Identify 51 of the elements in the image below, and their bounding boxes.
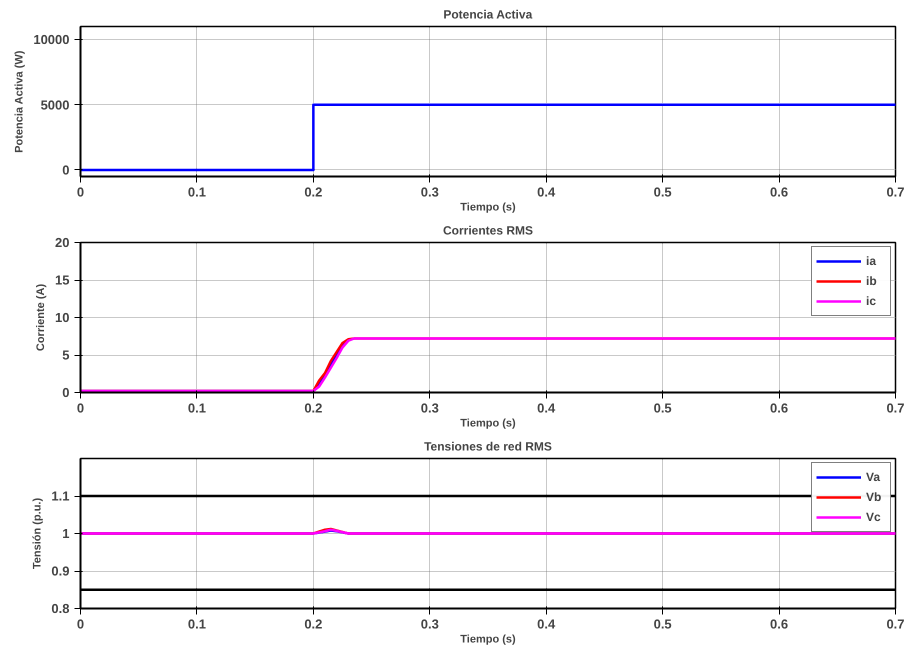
x-tick-label: 0.7 xyxy=(886,616,905,632)
x-tick-label: 0.1 xyxy=(188,616,206,632)
y-axis-title: Potencia Activa (W) xyxy=(13,50,26,153)
y-tick-label: 0 xyxy=(62,385,70,400)
y-axis-title: Corriente (A) xyxy=(35,284,48,352)
x-tick-label: 0.2 xyxy=(304,400,322,416)
chart-title: Corrientes RMS xyxy=(442,224,534,238)
x-axis-title: Tiempo (s) xyxy=(460,202,516,214)
legend-label: Vb xyxy=(866,490,882,504)
x-tick-label: 0.7 xyxy=(886,184,905,200)
x-tick-label: 0.2 xyxy=(304,184,322,200)
x-tick-label: 0.5 xyxy=(654,616,672,632)
x-tick-label: 0.2 xyxy=(304,616,322,632)
x-tick-label: 0.3 xyxy=(420,400,439,416)
x-tick-label: 0.4 xyxy=(537,184,556,200)
x-axis-title: Tiempo (s) xyxy=(460,634,516,646)
x-tick-label: 0.3 xyxy=(420,184,439,200)
y-tick-label: 0 xyxy=(62,162,70,178)
x-tick-label: 0.1 xyxy=(188,184,206,200)
y-tick-label: 1.1 xyxy=(51,488,70,504)
x-tick-label: 0.6 xyxy=(770,616,788,632)
y-tick-label: 5 xyxy=(62,348,70,362)
y-tick-label: 0.9 xyxy=(51,564,70,578)
legend-label: ic xyxy=(866,294,878,308)
y-axis-title: Tensión (p.u.) xyxy=(31,498,44,570)
x-tick-label: 0.3 xyxy=(420,616,439,632)
x-tick-label: 0.4 xyxy=(537,616,556,632)
y-tick-label: 10000 xyxy=(33,32,70,48)
x-tick-label: 0.6 xyxy=(770,400,788,416)
x-tick-label: 0.1 xyxy=(188,400,206,416)
x-tick-label: 0 xyxy=(76,616,84,632)
y-tick-label: 10 xyxy=(55,310,70,325)
chart-title: Potencia Activa xyxy=(443,8,533,22)
x-tick-label: 0.5 xyxy=(654,184,672,200)
x-tick-label: 0.7 xyxy=(886,400,905,416)
x-tick-label: 0.5 xyxy=(654,400,672,416)
y-tick-label: 15 xyxy=(55,272,70,288)
legend-label: ia xyxy=(866,254,878,268)
x-tick-label: 0 xyxy=(76,184,84,200)
y-tick-label: 1 xyxy=(62,526,70,541)
legend-label: Va xyxy=(866,470,882,484)
y-tick-label: 20 xyxy=(55,235,70,250)
x-axis-title: Tiempo (s) xyxy=(460,418,516,430)
x-tick-label: 0 xyxy=(76,400,84,416)
y-tick-label: 5000 xyxy=(40,97,70,112)
x-tick-label: 0.4 xyxy=(537,400,556,416)
legend-label: Vc xyxy=(866,510,882,524)
y-tick-label: 0.8 xyxy=(51,601,70,616)
legend-label: ib xyxy=(866,274,878,288)
chart-title: Tensiones de red RMS xyxy=(424,440,552,454)
x-tick-label: 0.6 xyxy=(770,184,788,200)
